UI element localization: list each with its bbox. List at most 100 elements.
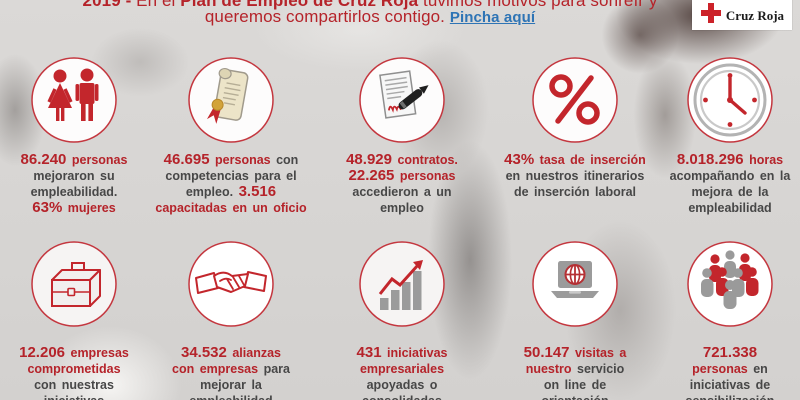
text-line: en nuestros itinerarios [504,168,646,184]
text-segment: 22.265 [348,167,395,184]
text-segment: En el [136,0,181,10]
stats-row-1: 86.240 personas mejoraron su empleabilidad… [0,56,800,216]
text-segment: iniciativas de [689,378,771,392]
text-line: con nuestras [19,377,129,393]
handshake-icon [187,240,275,328]
text-segment: 46.695 [163,151,210,168]
text-line: capacitadas en un oficio [155,200,306,216]
text-line: 43% tasa de inserción [504,152,646,168]
stats-row-2: 12.206 empresas comprometidas con nuestras… [0,240,800,400]
text-line: mejorar la [172,377,290,393]
text-segment: empleo. [185,185,239,199]
text-segment: alianzas [226,346,281,360]
text-line: 86.240 personas [21,152,128,168]
text-line: mejora de la [670,184,791,200]
text-segment: mejoraron su [33,169,115,183]
stat-text: 12.206 empresas comprometidas con nuestras… [19,345,129,400]
text-line: empleabilidad. [21,184,128,200]
growth-chart-icon [358,240,446,328]
text-segment: 43% [504,151,535,168]
text-segment: 34.532 [180,344,227,361]
laptop-globe-icon [531,240,619,328]
text-segment: contratos. [391,153,458,167]
text-segment: con [270,153,299,167]
text-segment: comprometidas [27,362,121,376]
text-segment: tuvimos motivos para sonreír y [418,0,658,10]
text-segment: en nuestros itinerarios [505,169,645,183]
people-group-icon [686,240,774,328]
text-line: empleabilidad [670,200,791,216]
text-line: 22.265 personas [346,168,458,184]
text-line: orientación [524,393,627,400]
text-segment: 8.018.296 [676,151,744,168]
text-line: on line de [524,377,627,393]
text-segment: iniciativas [44,394,104,400]
clock-icon [686,56,774,144]
text-line: iniciativas de [686,377,775,393]
stat-card-contratos: 48.929 contratos. 22.265 personas accedier… [314,56,490,216]
text-line: de inserción laboral [504,184,646,200]
text-segment: personas [394,169,456,183]
text-segment: personas [209,153,271,167]
text-segment: de inserción laboral [513,185,637,199]
text-line: 63% mujeres [21,200,128,216]
text-segment: 431 [356,344,382,361]
text-segment: con empresas [172,362,259,376]
text-line: 50.147 visitas a [524,345,627,361]
text-segment: apoyadas o [366,378,438,392]
text-segment: 3.516 [238,183,277,200]
stat-text: 43% tasa de inserción en nuestros itinera… [504,152,646,200]
text-line: apoyadas o [357,377,448,393]
text-line: consolidadas [357,393,448,400]
text-line: iniciativas [19,393,129,400]
text-segment: competencias para el [165,169,297,183]
text-line: sensibilización [686,393,775,400]
text-segment: para [258,362,290,376]
text-line: acompañando en la [670,168,791,184]
stat-text: 8.018.296 horas acompañando en la mejora d… [670,152,791,216]
text-line: empleo [346,200,458,216]
stat-card-alianzas: 34.532 alianzas con empresas para mejorar … [148,240,314,400]
text-segment: orientación [541,394,608,400]
text-segment: visitas a [569,346,627,360]
text-segment: 721.338 [702,344,758,361]
stat-card-horas: 8.018.296 horas acompañando en la mejora d… [660,56,800,216]
text-line: 12.206 empresas [19,345,129,361]
text-segment: 48.929 [346,151,392,168]
pincha-aqui-link[interactable]: Pincha aquí [449,9,536,26]
text-line: 721.338 [686,345,775,361]
text-segment: mejora de la [691,185,769,199]
stat-card-empresas: 12.206 empresas comprometidas con nuestras… [0,240,148,400]
text-segment: personas [66,153,128,167]
text-segment: empresas [65,346,129,360]
man-woman-icon [30,56,118,144]
text-segment: servicio [571,362,625,376]
text-segment: mujeres [62,201,116,215]
text-line: 431 iniciativas [357,345,448,361]
stat-card-visitas: 50.147 visitas a nuestro servicio on line … [490,240,660,400]
text-segment: con nuestras [34,378,114,392]
stat-text: 48.929 contratos. 22.265 personas accedier… [346,152,458,216]
certificate-icon [187,56,275,144]
text-segment: horas [743,153,784,167]
text-segment: nuestro [525,362,572,376]
text-segment: personas [692,362,748,376]
stat-card-competencias: 46.695 personas con competencias para el e… [148,56,314,216]
text-line: personas en [686,361,775,377]
stat-text: 50.147 visitas a nuestro servicio on line … [524,345,627,400]
text-line: 48.929 contratos. [346,152,458,168]
contract-pen-icon [358,56,446,144]
text-segment: sensibilización [686,394,775,400]
text-segment: queremos compartirlos contigo. [204,7,450,26]
text-line: empresariales [357,361,448,377]
text-segment: mejorar la [200,378,262,392]
text-segment: capacitadas en un oficio [155,201,307,215]
text-segment: empresariales [359,362,445,376]
stat-card-personas: 86.240 personas mejoraron su empleabilidad… [0,56,148,216]
text-line: nuestro servicio [524,361,627,377]
text-line: accedieron a un [346,184,458,200]
percent-icon [531,56,619,144]
stat-card-tasa-insercion: 43% tasa de inserción en nuestros itinera… [490,56,660,216]
